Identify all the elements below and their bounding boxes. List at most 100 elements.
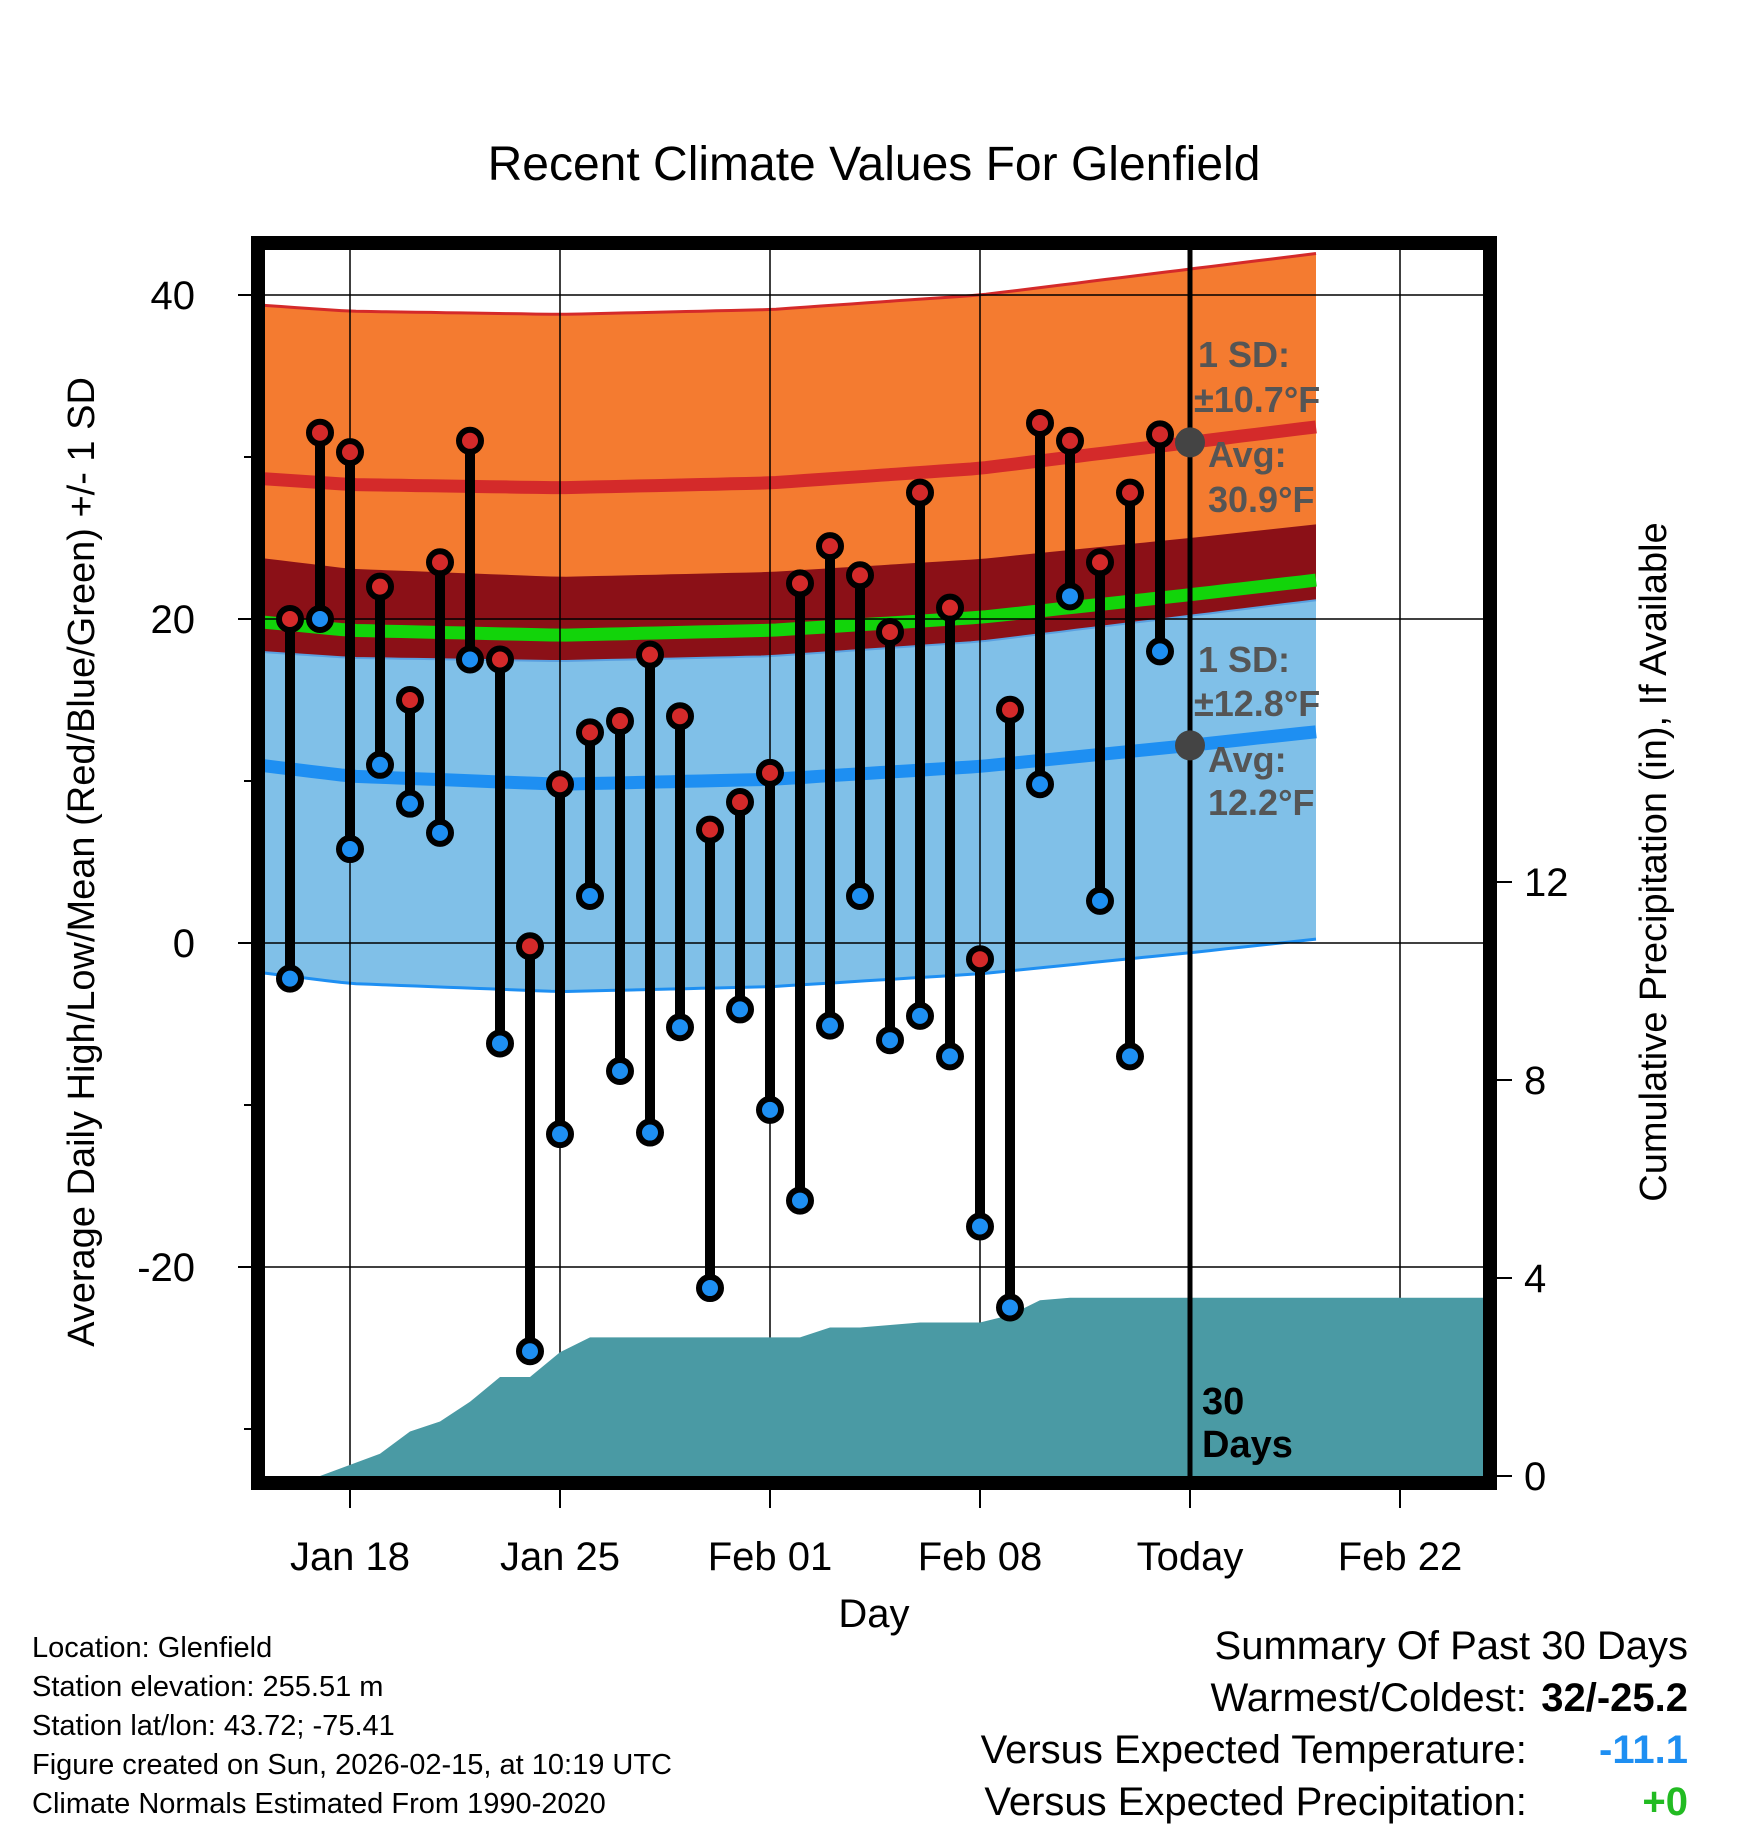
high-avg-value: 30.9°F bbox=[1208, 479, 1314, 520]
daily-high-point bbox=[636, 640, 664, 669]
y-tick-label: 0 bbox=[173, 922, 195, 966]
low-avg-value: 12.2°F bbox=[1208, 782, 1314, 823]
daily-low-point bbox=[516, 1337, 544, 1366]
daily-high-point bbox=[786, 569, 814, 598]
daily-high-point bbox=[546, 770, 574, 799]
daily-high-point bbox=[306, 418, 334, 447]
daily-high-point bbox=[696, 815, 724, 844]
daily-high-point bbox=[516, 932, 544, 961]
daily-high-point bbox=[996, 695, 1024, 724]
low-sd-label: 1 SD: bbox=[1198, 639, 1290, 680]
daily-high-point bbox=[1116, 478, 1144, 507]
x-tick-label: Jan 18 bbox=[290, 1535, 410, 1579]
daily-low-point bbox=[1146, 637, 1174, 666]
x-axis-label: Day bbox=[838, 1592, 909, 1636]
daily-low-point bbox=[906, 1001, 934, 1030]
warmest-value: 32/-25.2 bbox=[1541, 1676, 1688, 1720]
daily-high-point bbox=[1086, 548, 1114, 577]
low-lower-edge bbox=[265, 937, 1317, 994]
daily-high-point bbox=[1026, 408, 1054, 437]
low-sd-value: ±12.8°F bbox=[1194, 683, 1320, 724]
x-tick-label: Feb 08 bbox=[918, 1535, 1043, 1579]
daily-high-point bbox=[336, 438, 364, 467]
daily-low-point bbox=[336, 835, 364, 864]
daily-low-point bbox=[306, 605, 334, 633]
today-days-count: 30 bbox=[1202, 1381, 1244, 1423]
daily-high-point bbox=[276, 605, 304, 633]
daily-low-point bbox=[786, 1186, 814, 1215]
chart-title: Recent Climate Values For Glenfield bbox=[488, 138, 1261, 191]
x-tick-label: Feb 01 bbox=[708, 1535, 833, 1579]
y2-tick-label: 8 bbox=[1524, 1059, 1546, 1103]
latlon-text: Station lat/lon: 43.72; -75.41 bbox=[32, 1710, 395, 1742]
daily-high-point bbox=[396, 686, 424, 714]
daily-high-point bbox=[906, 478, 934, 507]
daily-high-point bbox=[486, 645, 514, 674]
temp-label: Versus Expected Temperature: bbox=[980, 1728, 1527, 1772]
location-text: Location: Glenfield bbox=[32, 1632, 273, 1664]
daily-low-point bbox=[846, 882, 874, 911]
daily-high-point bbox=[1146, 420, 1174, 449]
daily-high-point bbox=[366, 572, 394, 601]
daily-low-point bbox=[966, 1212, 994, 1241]
warmest-label: Warmest/Coldest: bbox=[1210, 1676, 1527, 1720]
daily-low-point bbox=[996, 1293, 1024, 1322]
y-tick-label: 20 bbox=[151, 598, 196, 642]
today-low-avg-marker bbox=[1175, 730, 1205, 761]
y2-tick-label: 0 bbox=[1524, 1455, 1546, 1499]
daily-low-point bbox=[876, 1026, 904, 1055]
daily-high-point bbox=[1056, 426, 1084, 455]
x-tick-label: Jan 25 bbox=[500, 1535, 620, 1579]
daily-low-point bbox=[366, 750, 394, 779]
daily-high-point bbox=[426, 548, 454, 577]
daily-low-point bbox=[396, 789, 424, 818]
high-avg-label: Avg: bbox=[1208, 434, 1287, 475]
y2-tick-label: 12 bbox=[1524, 861, 1569, 905]
daily-low-point bbox=[936, 1042, 964, 1071]
y2-axis-label: Cumulative Precipitation (in), If Availa… bbox=[1633, 522, 1675, 1201]
high-upper-edge bbox=[265, 252, 1317, 316]
daily-low-point bbox=[576, 882, 604, 911]
daily-low-point bbox=[606, 1056, 634, 1085]
daily-low-point bbox=[1056, 582, 1084, 611]
daily-low-point bbox=[1086, 886, 1114, 915]
daily-low-point bbox=[426, 818, 454, 847]
daily-low-point bbox=[1116, 1042, 1144, 1071]
high-lower-edge bbox=[265, 599, 1317, 662]
elevation-text: Station elevation: 255.51 m bbox=[32, 1671, 384, 1703]
high-sd-label: 1 SD: bbox=[1198, 334, 1290, 375]
normal-high-line bbox=[265, 420, 1317, 495]
daily-high-point bbox=[456, 426, 484, 455]
daily-high-point bbox=[816, 532, 844, 561]
x-tick-label: Feb 22 bbox=[1338, 1535, 1463, 1579]
y-axis-label: Average Daily High/Low/Mean (Red/Blue/Gr… bbox=[61, 377, 103, 1347]
high-sd-value: ±10.7°F bbox=[1194, 379, 1320, 420]
summary-warmest-row: Warmest/Coldest: 32/-25.2 bbox=[981, 1672, 1689, 1724]
daily-high-point bbox=[936, 593, 964, 622]
daily-low-point bbox=[276, 964, 304, 993]
daily-high-point bbox=[666, 702, 694, 731]
summary-temp-row: Versus Expected Temperature: -11.1 bbox=[981, 1724, 1688, 1776]
daily-low-point bbox=[636, 1118, 664, 1147]
daily-high-point bbox=[726, 788, 754, 817]
daily-low-point bbox=[486, 1029, 514, 1058]
y2-tick-label: 4 bbox=[1524, 1257, 1546, 1301]
precip-value: +0 bbox=[1642, 1780, 1688, 1824]
daily-high-point bbox=[576, 718, 604, 747]
daily-low-point bbox=[756, 1095, 784, 1124]
temp-value: -11.1 bbox=[1599, 1728, 1688, 1772]
summary-precip-row: Versus Expected Precipitation: +0 bbox=[981, 1776, 1688, 1828]
low-avg-label: Avg: bbox=[1208, 739, 1287, 780]
daily-low-point bbox=[726, 995, 754, 1024]
daily-low-point bbox=[456, 645, 484, 674]
summary-title: Summary Of Past 30 Days bbox=[1214, 1624, 1688, 1668]
daily-low-point bbox=[666, 1013, 694, 1042]
precip-label: Versus Expected Precipitation: bbox=[984, 1780, 1527, 1824]
daily-high-point bbox=[846, 561, 874, 590]
plot-frame bbox=[251, 236, 1497, 1490]
daily-low-point bbox=[816, 1011, 844, 1040]
cumulative-precip-area bbox=[265, 1297, 1483, 1476]
created-text: Figure created on Sun, 2026-02-15, at 10… bbox=[32, 1749, 672, 1781]
summary-panel: Summary Of Past 30 Days Warmest/Coldest:… bbox=[981, 1620, 1688, 1828]
